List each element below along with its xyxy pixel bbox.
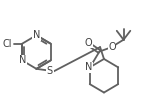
- Text: O: O: [85, 38, 93, 48]
- Text: S: S: [47, 66, 53, 76]
- Text: N: N: [19, 55, 27, 65]
- Text: O: O: [108, 42, 116, 52]
- Text: Cl: Cl: [2, 39, 12, 49]
- Text: N: N: [33, 30, 40, 40]
- Text: N: N: [85, 62, 92, 72]
